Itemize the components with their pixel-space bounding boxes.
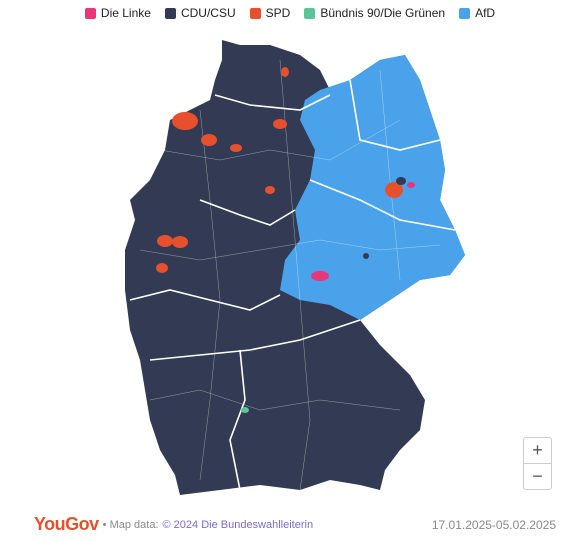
zoom-out[interactable]: − [524,463,551,489]
legend-label: AfD [475,6,496,20]
seat-region [311,271,329,281]
seat-region [281,67,289,77]
seat-region [363,253,369,259]
zoom-in[interactable]: + [532,440,543,460]
legend-label: Die Linke [100,6,151,20]
seat-region [407,182,415,188]
seat-region [201,134,217,146]
seat-region [157,235,173,247]
legend-swatch [164,7,176,19]
seat-region [172,112,198,130]
state-borders [129,79,456,491]
district-borders [139,59,441,491]
brand: YouGov [34,514,99,534]
legend-item[interactable]: AfD [459,6,495,20]
source-link[interactable]: © 2024 Die Bundeswahlleiterin [162,518,314,531]
date-range: 17.01.2025-05.02.2025 [431,517,556,532]
legend-swatch [459,7,471,19]
seat-region [385,182,403,198]
seat-region [241,407,249,413]
seat-region [172,236,188,248]
source-label: • Map data: [102,518,159,531]
seat-region [230,144,242,152]
legend-label: CDU/CSU [180,6,236,20]
region [280,55,465,320]
map [125,40,465,495]
legend-swatch [304,7,316,19]
legend-swatch [84,7,96,19]
seat-region [396,177,406,185]
legend-item[interactable]: CDU/CSU [164,6,236,20]
zoom-control: + − [523,437,552,490]
legend-item[interactable]: Bündnis 90/Die Grünen [304,6,445,20]
legend-item[interactable]: Die Linke [84,6,151,20]
legend: Die Linke CDU/CSU SPD Bündnis 90/Die Grünen… [0,6,580,20]
legend-swatch [249,7,261,19]
footer: YouGov • Map data: © 2024 Die Bundeswahl… [34,514,556,535]
seat-region [273,119,287,129]
legend-item[interactable]: SPD [249,6,291,20]
seat-region [265,186,275,194]
seats [156,67,415,413]
legend-label: SPD [265,6,291,20]
legend-label: Bündnis 90/Die Grünen [320,6,446,20]
seat-region [156,263,168,273]
